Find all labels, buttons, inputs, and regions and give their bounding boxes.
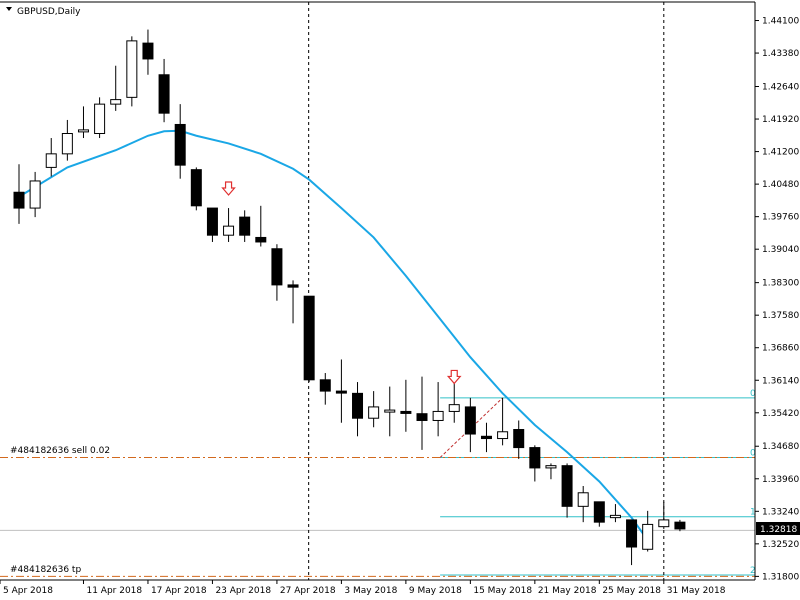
candle-body xyxy=(319,379,331,392)
candle-body xyxy=(223,225,235,236)
candle-body xyxy=(206,207,218,236)
candle-body xyxy=(303,295,315,381)
candle-body xyxy=(513,429,525,449)
candle-body xyxy=(29,180,41,209)
candle-body xyxy=(271,248,283,286)
fib-level-label: 1 xyxy=(750,508,756,518)
candle-body xyxy=(480,435,492,440)
fib-level-label: 0 xyxy=(750,389,756,399)
candle-body xyxy=(626,519,638,548)
price-tick-label: 1.39040 xyxy=(762,245,799,255)
down-arrow-icon xyxy=(221,181,236,196)
candle-body xyxy=(94,103,106,135)
candle-body xyxy=(400,410,412,414)
dropdown-triangle-icon[interactable] xyxy=(6,7,12,11)
order-label-tp: #484182636 tp xyxy=(10,565,81,575)
candle-body xyxy=(190,169,202,207)
time-tick-label: 5 Apr 2018 xyxy=(3,586,53,596)
candle-body xyxy=(416,413,428,421)
candle-body xyxy=(13,191,25,209)
candle-body xyxy=(593,501,605,523)
time-tick-label: 17 Apr 2018 xyxy=(151,586,207,596)
chart-title: GBPUSD,Daily xyxy=(17,7,81,17)
candle-body xyxy=(674,521,686,530)
price-tick-label: 1.44100 xyxy=(762,17,799,27)
price-tick-label: 1.33960 xyxy=(762,475,799,485)
time-tick-label: 3 May 2018 xyxy=(344,586,397,596)
candle-body xyxy=(158,74,170,114)
period-separators xyxy=(308,2,665,580)
price-tick-label: 1.32520 xyxy=(762,540,799,550)
candle-body xyxy=(497,431,509,440)
price-tick-label: 1.35420 xyxy=(762,409,799,419)
price-tick-label: 1.42640 xyxy=(762,83,799,93)
price-tick-label: 1.43380 xyxy=(762,49,799,59)
moving-average xyxy=(18,129,649,541)
time-tick-label: 9 May 2018 xyxy=(409,586,462,596)
time-tick-label: 11 Apr 2018 xyxy=(86,586,142,596)
price-tick-label: 1.39760 xyxy=(762,213,799,223)
price-tick-label: 1.38300 xyxy=(762,279,799,289)
candle-body xyxy=(45,153,57,168)
price-tick-label: 1.36140 xyxy=(762,376,799,386)
candle-body xyxy=(110,99,122,105)
candle-body xyxy=(352,392,364,419)
candle-body xyxy=(642,523,654,550)
candle-body xyxy=(384,409,396,413)
candle-body xyxy=(126,40,138,98)
price-tick-label: 1.31800 xyxy=(762,572,799,582)
candle-body xyxy=(287,284,299,288)
fib-trendline xyxy=(439,397,503,458)
down-arrow-icon xyxy=(446,369,462,385)
price-tick-label: 1.33240 xyxy=(762,507,799,517)
moving-average-line xyxy=(18,129,649,541)
candle-body xyxy=(174,123,186,166)
time-tick-label: 27 Apr 2018 xyxy=(280,586,336,596)
candle-body xyxy=(609,514,621,519)
time-tick-label: 25 May 2018 xyxy=(602,586,661,596)
price-tick-label: 1.36860 xyxy=(762,344,799,354)
time-tick-label: 31 May 2018 xyxy=(667,586,726,596)
signal-arrows xyxy=(221,181,462,385)
candle-body xyxy=(577,492,589,507)
candle-body xyxy=(142,42,154,60)
candle-body xyxy=(658,519,670,528)
candle-body xyxy=(448,404,460,412)
candle-body xyxy=(61,133,73,155)
current-price-tag xyxy=(756,522,800,535)
candle-body xyxy=(432,410,444,421)
price-tick-label: 1.34680 xyxy=(762,442,799,452)
candle-body xyxy=(529,447,541,469)
current-price-label: 1.32818 xyxy=(760,525,797,535)
candle-body xyxy=(545,465,557,469)
candle-body xyxy=(464,406,476,435)
candle-body xyxy=(335,390,347,394)
fib-level-label: 2 xyxy=(750,566,756,576)
candle-body xyxy=(561,465,573,507)
price-tick-label: 1.37580 xyxy=(762,311,799,321)
chart-title-group[interactable]: GBPUSD,Daily xyxy=(6,7,81,17)
candles xyxy=(13,29,686,566)
order-label-sell: #484182636 sell 0.02 xyxy=(10,446,110,456)
time-tick-label: 23 Apr 2018 xyxy=(215,586,271,596)
time-tick-label: 21 May 2018 xyxy=(538,586,597,596)
candle-body xyxy=(368,406,380,419)
candle-body xyxy=(255,236,267,243)
candle-body xyxy=(77,129,89,133)
time-tick-label: 15 May 2018 xyxy=(473,586,532,596)
fib-level-label: 0 xyxy=(750,449,756,459)
candle-body xyxy=(239,216,251,236)
price-tick-label: 1.40480 xyxy=(762,180,799,190)
price-tick-label: 1.41200 xyxy=(762,148,799,158)
price-tick-label: 1.41920 xyxy=(762,115,799,125)
